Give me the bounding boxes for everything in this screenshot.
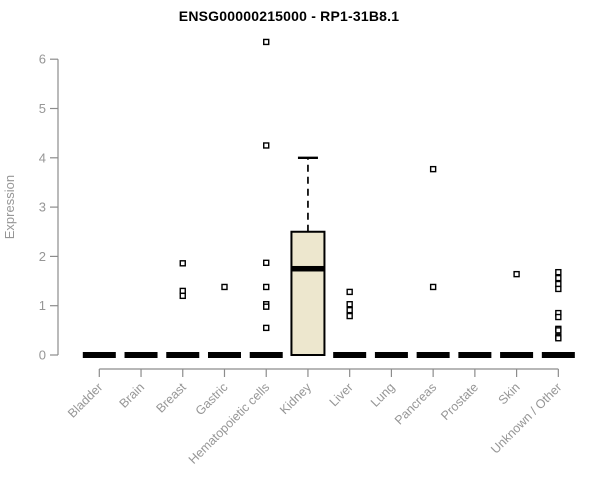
median-line [500, 352, 534, 358]
x-tick-label: Unknown / Other [488, 380, 564, 456]
outlier-point [555, 327, 562, 334]
median-line [333, 352, 367, 358]
median-line [458, 352, 492, 358]
outlier-point [179, 260, 186, 267]
x-tick-label: Gastric [193, 380, 231, 418]
outlier-point [263, 324, 270, 332]
y-tick-label: 2 [39, 249, 46, 264]
median-line [82, 352, 116, 358]
y-tick-label: 0 [39, 348, 46, 363]
outlier-point [179, 292, 186, 300]
y-tick-label: 4 [39, 150, 46, 165]
outlier-point [221, 283, 228, 291]
outlier-point [263, 142, 270, 149]
x-tick-label: Kidney [277, 380, 314, 417]
x-tick-label: Breast [153, 380, 189, 416]
outlier-point [346, 312, 353, 320]
chart-title: ENSG00000215000 - RP1-31B8.1 [178, 8, 400, 24]
median-line [207, 352, 241, 358]
outlier-point [346, 301, 353, 308]
median-line [416, 352, 450, 358]
outlier-point [263, 283, 270, 291]
outlier-point [555, 268, 562, 276]
median-line [249, 352, 283, 358]
outlier-point [263, 259, 270, 267]
outlier-point [555, 274, 562, 282]
y-tick-label: 1 [39, 298, 46, 313]
outlier-point [555, 313, 562, 321]
x-tick-label: Bladder [65, 380, 105, 420]
x-tick-label: Pancreas [392, 380, 439, 427]
outlier-point [346, 306, 353, 314]
outlier-point [513, 270, 520, 278]
outlier-point [429, 165, 437, 173]
x-tick-label: Brain [117, 380, 148, 411]
y-axis-title: Expression [2, 175, 17, 239]
x-tick-label: Hematopoietic cells [186, 380, 273, 467]
outlier-point [555, 335, 562, 342]
outlier-point [346, 288, 353, 296]
median-line [291, 265, 325, 272]
y-tick-label: 5 [39, 101, 46, 116]
x-tick-label: Skin [496, 380, 523, 407]
x-tick-label: Liver [327, 380, 356, 409]
outlier-point [429, 283, 437, 291]
outlier-point [263, 38, 270, 46]
median-line [124, 352, 158, 358]
median-line [541, 352, 575, 358]
x-tick-label: Prostate [438, 380, 481, 423]
outlier-point [263, 303, 270, 310]
median-line [166, 352, 200, 358]
outlier-point [555, 285, 562, 293]
box [290, 230, 326, 356]
x-tick-label: Lung [368, 380, 398, 410]
median-line [374, 352, 408, 358]
y-tick-label: 3 [39, 200, 46, 215]
y-tick-label: 6 [39, 52, 46, 67]
